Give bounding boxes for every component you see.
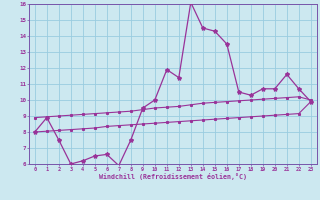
- X-axis label: Windchill (Refroidissement éolien,°C): Windchill (Refroidissement éolien,°C): [99, 173, 247, 180]
